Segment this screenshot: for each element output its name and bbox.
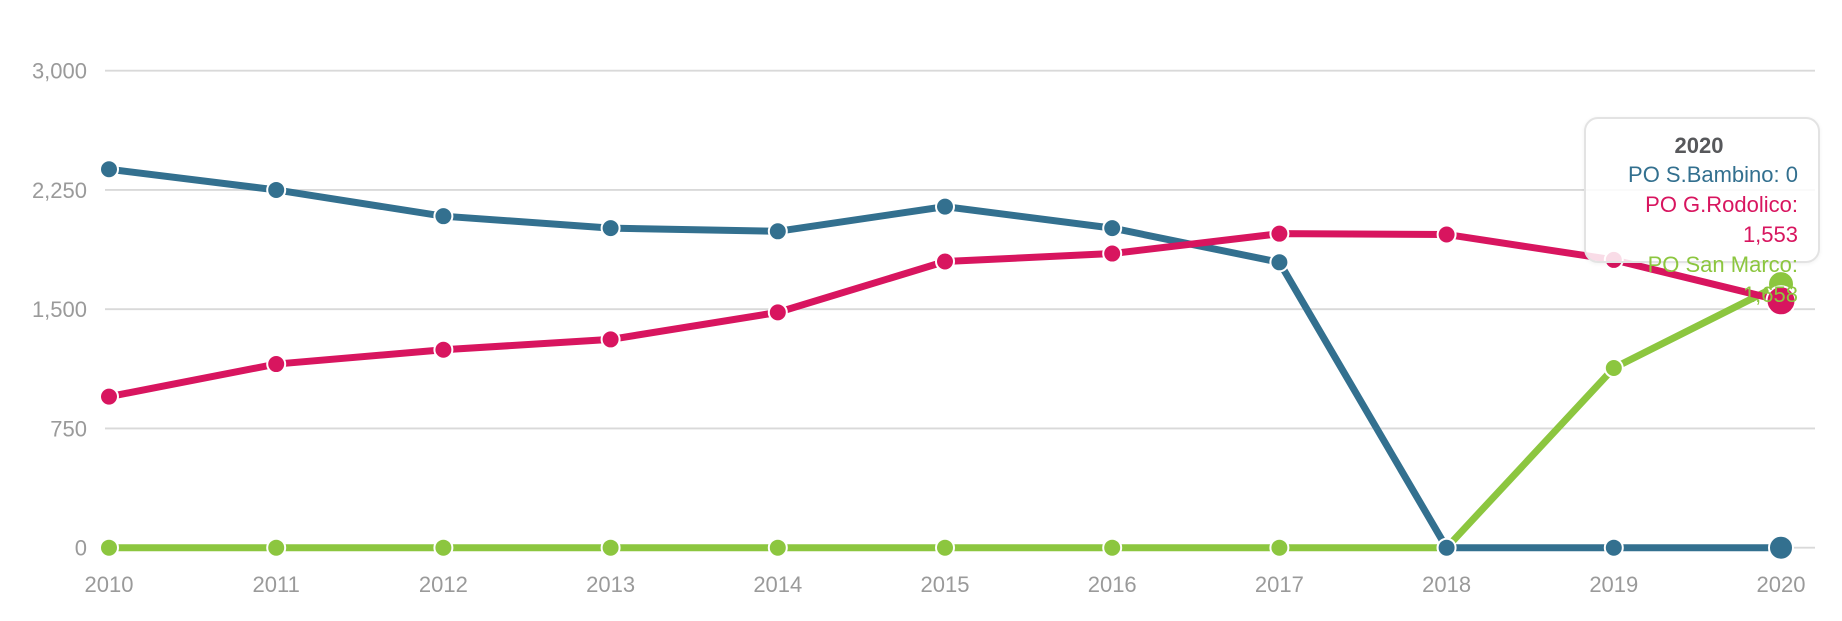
svg-text:2013: 2013 — [586, 572, 635, 597]
point-2019[interactable] — [1603, 537, 1624, 558]
point-2013[interactable] — [600, 329, 621, 350]
point-2010[interactable] — [99, 159, 119, 180]
point-2017[interactable] — [1269, 537, 1290, 558]
svg-text:750: 750 — [50, 416, 87, 441]
point-2015[interactable] — [935, 196, 955, 217]
point-2016[interactable] — [1102, 537, 1123, 558]
svg-text:2019: 2019 — [1589, 572, 1638, 597]
point-2015[interactable] — [935, 251, 955, 272]
svg-text:1,500: 1,500 — [32, 297, 87, 322]
series-po-s-bambino[interactable] — [99, 159, 1785, 558]
gridlines — [105, 69, 1815, 549]
point-2014[interactable] — [767, 537, 788, 558]
point-2015[interactable] — [935, 537, 955, 558]
svg-text:2018: 2018 — [1422, 572, 1471, 597]
point-2019[interactable] — [1603, 358, 1624, 379]
point-2014[interactable] — [767, 302, 788, 323]
tooltip-title: 2020 — [1674, 133, 1724, 158]
svg-text:2020: 2020 — [1757, 572, 1806, 597]
point-2017[interactable] — [1269, 223, 1290, 244]
svg-text:2017: 2017 — [1255, 572, 1304, 597]
point-2016[interactable] — [1102, 218, 1123, 239]
tooltip: 2020 PO S.Bambino: 0 PO G.Rodolico: 1,55… — [1584, 117, 1820, 307]
point-2010[interactable] — [99, 386, 119, 407]
point-2018[interactable] — [1436, 224, 1457, 245]
point-2010[interactable] — [99, 537, 119, 558]
svg-text:2,250: 2,250 — [32, 178, 87, 203]
point-2016[interactable] — [1102, 243, 1123, 264]
svg-text:3,000: 3,000 — [32, 59, 87, 84]
svg-text:2010: 2010 — [85, 572, 134, 597]
y-axis-labels: 3,000 2,250 1,500 750 0 — [32, 59, 87, 561]
point-2017[interactable] — [1269, 252, 1290, 273]
point-2018[interactable] — [1436, 537, 1457, 558]
svg-text:2014: 2014 — [753, 572, 802, 597]
point-2011[interactable] — [266, 354, 287, 375]
point-2012[interactable] — [433, 537, 454, 558]
tooltip-line-s-bambino: PO S.Bambino: 0 — [1628, 162, 1798, 187]
tooltip-line-san-marco: PO San Marco: 1,658 — [1647, 252, 1798, 307]
series-po-san-marco[interactable] — [99, 280, 1785, 558]
point-2012[interactable] — [433, 206, 454, 227]
x-axis-labels: 2010 2011 2012 2013 2014 2015 2016 2017 2018 2019… — [85, 572, 1806, 597]
point-2014[interactable] — [767, 221, 788, 242]
point-2011[interactable] — [266, 537, 287, 558]
point-2013[interactable] — [600, 537, 621, 558]
hovered-points-2020[interactable] — [1765, 270, 1797, 561]
point-2012[interactable] — [433, 339, 454, 360]
tooltip-line-g-rodolico: PO G.Rodolico: 1,553 — [1645, 192, 1798, 247]
svg-text:2012: 2012 — [419, 572, 468, 597]
hovered-point-po-s-bambino[interactable] — [1768, 534, 1794, 561]
svg-text:0: 0 — [75, 536, 87, 561]
point-2013[interactable] — [600, 218, 621, 239]
svg-text:2011: 2011 — [253, 572, 300, 597]
svg-text:2016: 2016 — [1088, 572, 1137, 597]
svg-text:2015: 2015 — [921, 572, 970, 597]
point-2011[interactable] — [266, 179, 287, 200]
hovered-point-po-g-rodolico[interactable] — [1765, 285, 1797, 317]
series-po-g-rodolico[interactable] — [99, 223, 1785, 407]
